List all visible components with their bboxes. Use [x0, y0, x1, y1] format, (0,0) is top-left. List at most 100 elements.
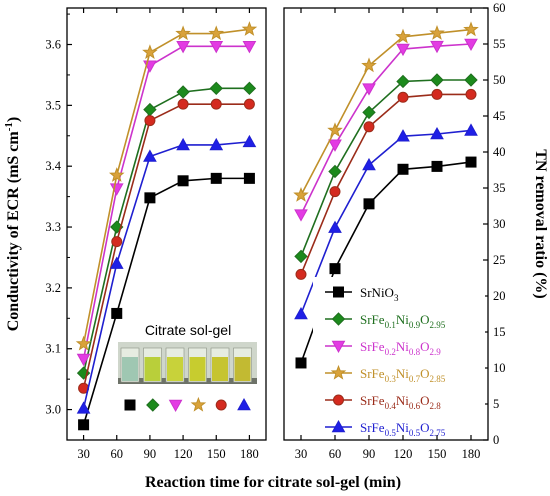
inset-vials: [120, 347, 252, 383]
y-tick-label: 3.5: [45, 98, 61, 112]
x-tick-label: 150: [207, 447, 226, 461]
legend-marker-s1: [333, 286, 344, 298]
y-tick-label: 15: [493, 325, 506, 339]
x-tick-label: 150: [428, 447, 447, 461]
data-point-s2: [396, 74, 410, 89]
data-point-s3: [294, 209, 308, 222]
inset-marker-s5: [215, 399, 227, 411]
legend-label-s6: SrFe0.5Ni0.5O2.75: [360, 420, 446, 438]
inset-markers: [124, 396, 251, 413]
x-tick-label: 90: [144, 447, 157, 461]
data-point-s6: [464, 123, 478, 136]
right-series: [293, 21, 479, 369]
data-point-s4: [108, 167, 125, 182]
data-point-s3: [176, 41, 190, 54]
legend-marker-s4: [330, 364, 347, 380]
data-point-s2: [294, 249, 308, 264]
data-point-s1: [210, 172, 222, 184]
data-point-s5: [111, 236, 123, 248]
x-tick-label: 60: [111, 447, 124, 461]
x-tick-label: 120: [174, 447, 193, 461]
data-point-s3: [76, 353, 91, 367]
legend-marker-s2: [331, 312, 346, 326]
data-point-s1: [329, 263, 341, 275]
tn-removal-panel: 30 60 90 120 150 180051015202530354045505560 …: [283, 1, 506, 461]
data-point-s6: [76, 401, 91, 414]
left-series: [75, 21, 258, 431]
data-point-s2: [430, 73, 444, 87]
inset-marker-s6: [237, 397, 251, 411]
data-point-s1: [431, 160, 443, 172]
data-point-s6: [430, 126, 444, 140]
data-point-s3: [430, 40, 444, 54]
data-point-s6: [362, 157, 376, 171]
data-point-s6: [176, 137, 190, 151]
inset-marker-s3: [168, 399, 183, 413]
x-tick-label: 90: [363, 447, 376, 461]
inset-marker-s2: [146, 398, 160, 412]
y-tick-label: 55: [493, 37, 506, 51]
y-tick-label: 35: [493, 181, 506, 195]
data-point-s3: [396, 43, 410, 57]
left-y-axis-label: Conductivity of ECR (mS cm-1): [3, 117, 22, 332]
ylabel-main: Conductivity of ECR (mS cm: [5, 131, 22, 332]
data-point-s1: [465, 156, 477, 168]
data-point-s3: [242, 41, 257, 54]
data-point-s1: [363, 198, 375, 210]
data-point-s4: [463, 21, 479, 37]
data-point-s5: [177, 98, 189, 110]
data-point-s3: [362, 83, 376, 96]
legend: SrNiO3 SrFe0.1Ni0.9O2.95 SrFe0.2Ni0.8O2.9 S…: [313, 277, 485, 438]
x-tick-label: 180: [240, 447, 259, 461]
data-point-s4: [361, 57, 377, 73]
data-point-s4: [241, 21, 258, 36]
y-tick-label: 3.4: [45, 159, 61, 173]
data-point-s5: [465, 88, 477, 100]
right-axes: 30 60 90 120 150 180 0 5 10 15 20 25 30 35 40 45 50 55 60: [295, 1, 506, 461]
data-point-s3: [328, 139, 342, 152]
data-point-s6: [143, 149, 157, 162]
data-point-s5: [243, 98, 255, 110]
data-point-s1: [397, 163, 409, 175]
data-point-s4: [395, 28, 411, 44]
data-point-s6: [328, 220, 342, 233]
legend-label-s2: SrFe0.1Ni0.9O2.95: [360, 312, 446, 330]
series-line-s1: [82, 177, 250, 426]
data-point-s4: [142, 44, 158, 60]
x-tick-label: 120: [394, 447, 413, 461]
series-line-s4: [300, 28, 472, 196]
series-line-s3: [300, 43, 472, 215]
series-line-s6: [300, 129, 472, 315]
series-line-s4: [82, 28, 250, 345]
data-point-s1: [243, 172, 255, 184]
legend-label-s3: SrFe0.2Ni0.8O2.9: [360, 339, 441, 357]
ylabel-close: ): [5, 117, 22, 122]
data-point-s6: [242, 134, 257, 148]
data-point-s1: [144, 192, 156, 204]
inset-marker-s1: [124, 399, 136, 411]
y-tick-label: 3.1: [45, 342, 61, 356]
data-point-s5: [363, 121, 375, 133]
data-point-s5: [144, 115, 156, 127]
data-point-s5: [397, 91, 409, 103]
data-point-s6: [294, 306, 308, 320]
inset-photo-shadow: [118, 378, 257, 384]
data-point-s4: [175, 25, 191, 41]
inset-title: Citrate sol-gel: [145, 322, 231, 338]
series-line-s3: [82, 45, 250, 360]
data-point-s4: [208, 25, 225, 41]
legend-marker-s6: [331, 419, 346, 433]
data-point-s5: [295, 268, 307, 280]
y-tick-label: 3.2: [45, 281, 61, 295]
y-tick-label: 45: [493, 109, 506, 123]
vial-liquid: [144, 357, 161, 381]
series-line-s5: [300, 93, 471, 275]
data-point-s6: [396, 129, 410, 142]
y-tick-label: 10: [493, 361, 506, 375]
legend-marker-s5: [333, 394, 344, 406]
y-tick-label: 40: [493, 145, 506, 159]
y-tick-label: 3.3: [45, 220, 61, 234]
vial-liquid: [234, 357, 251, 381]
data-point-s4: [75, 335, 92, 351]
